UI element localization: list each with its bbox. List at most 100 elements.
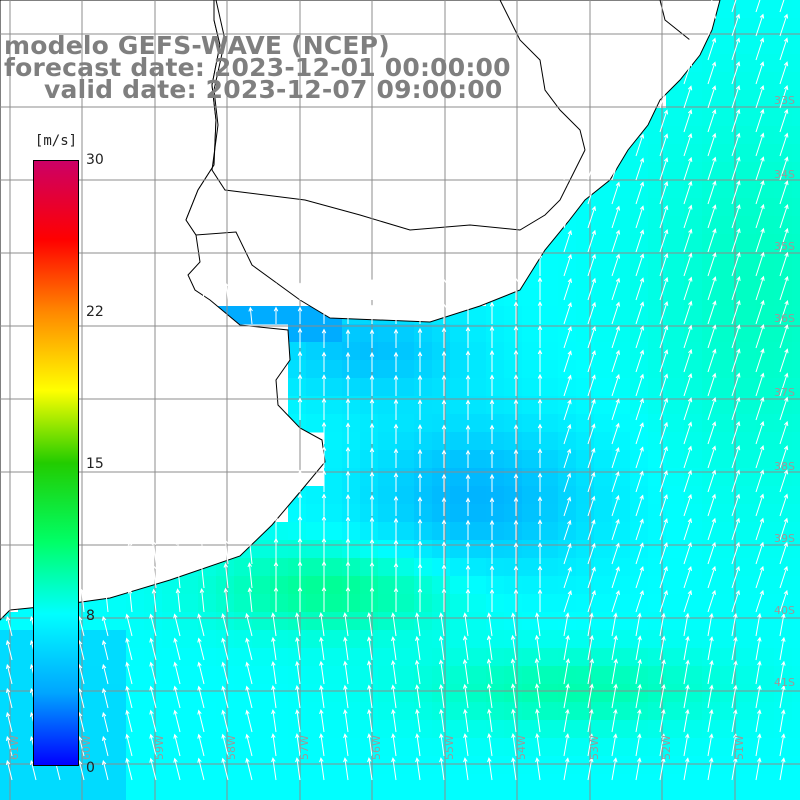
wind-arrow bbox=[5, 639, 13, 661]
wind-arrow bbox=[635, 373, 644, 397]
wind-arrow bbox=[779, 37, 789, 61]
wind-arrow bbox=[173, 613, 181, 637]
wind-arrow bbox=[245, 661, 253, 685]
wind-arrow bbox=[173, 637, 181, 661]
wind-arrow bbox=[175, 540, 181, 565]
wind-arrow bbox=[273, 586, 279, 612]
wind-arrow bbox=[587, 398, 596, 421]
wind-arrow bbox=[611, 658, 618, 685]
latitude-label: 39S bbox=[774, 532, 795, 545]
wind-arrow bbox=[101, 687, 109, 709]
wind-arrow bbox=[635, 708, 642, 733]
wind-arrow bbox=[245, 733, 253, 757]
wind-arrow bbox=[149, 661, 157, 685]
wind-arrow bbox=[369, 398, 375, 420]
wind-arrow bbox=[127, 588, 133, 613]
wind-arrow bbox=[707, 252, 717, 277]
wind-arrow bbox=[731, 612, 738, 637]
wind-arrow bbox=[393, 562, 399, 588]
wind-arrow bbox=[367, 684, 373, 709]
wind-arrow bbox=[683, 612, 690, 637]
wind-arrow bbox=[755, 61, 765, 85]
wind-arrow bbox=[587, 708, 594, 733]
wind-arrow bbox=[779, 324, 789, 349]
wind-arrow bbox=[731, 61, 741, 85]
wind-arrow bbox=[731, 372, 741, 397]
wind-arrow bbox=[731, 204, 741, 229]
wind-arrow bbox=[779, 203, 789, 229]
wind-arrow bbox=[465, 424, 471, 444]
wind-arrow bbox=[321, 537, 327, 564]
wind-arrow bbox=[417, 473, 423, 492]
wind-arrow bbox=[563, 472, 572, 493]
wind-arrow bbox=[513, 565, 519, 588]
longitude-label: 61W bbox=[8, 735, 21, 760]
wind-arrow bbox=[635, 205, 645, 229]
wind-arrow bbox=[755, 203, 765, 229]
wind-arrow bbox=[659, 228, 669, 253]
wind-arrow bbox=[345, 494, 351, 516]
longitude-label: 55W bbox=[443, 735, 456, 760]
wind-arrow bbox=[587, 471, 596, 493]
wind-arrow bbox=[245, 612, 253, 637]
wind-arrow bbox=[125, 661, 133, 685]
wind-arrow bbox=[731, 589, 740, 613]
wind-arrow bbox=[731, 396, 741, 421]
wind-arrow bbox=[707, 108, 717, 133]
wind-arrow bbox=[319, 660, 325, 685]
wind-arrow bbox=[537, 228, 543, 252]
wind-arrow bbox=[197, 661, 205, 685]
colorbar bbox=[33, 160, 79, 766]
wind-arrow bbox=[5, 711, 13, 733]
wind-arrow bbox=[197, 613, 205, 637]
wind-arrow bbox=[611, 542, 620, 565]
wind-arrow bbox=[611, 229, 621, 253]
wind-arrow bbox=[731, 251, 741, 277]
wind-arrow bbox=[683, 348, 693, 373]
colorbar-tick-0: 0 bbox=[86, 760, 95, 776]
wind-arrow bbox=[463, 757, 469, 781]
wind-arrow bbox=[755, 180, 765, 205]
wind-arrow bbox=[127, 540, 133, 565]
wind-arrow bbox=[659, 494, 668, 517]
wind-arrow bbox=[489, 301, 495, 324]
wind-arrow bbox=[683, 300, 693, 325]
wind-arrow bbox=[683, 276, 693, 301]
wind-arrow bbox=[779, 636, 786, 661]
wind-arrow bbox=[441, 350, 447, 372]
wind-arrow bbox=[223, 587, 229, 613]
wind-arrow bbox=[635, 494, 644, 517]
wind-arrow bbox=[417, 303, 423, 324]
wind-arrow bbox=[415, 635, 421, 661]
wind-arrow bbox=[707, 565, 716, 589]
wind-arrow bbox=[345, 398, 351, 420]
uruguay-border bbox=[211, 0, 586, 231]
wind-arrow bbox=[5, 615, 13, 637]
wind-arrow bbox=[173, 685, 181, 709]
wind-arrow bbox=[511, 708, 517, 733]
wind-arrow bbox=[755, 757, 762, 781]
wind-arrow bbox=[489, 565, 495, 588]
wind-arrow bbox=[587, 519, 596, 541]
wind-arrow bbox=[149, 685, 157, 709]
wind-arrow bbox=[343, 709, 349, 733]
wind-arrow bbox=[779, 660, 786, 685]
wind-arrows bbox=[5, 0, 789, 781]
wind-arrow bbox=[345, 422, 351, 444]
wind-arrow bbox=[587, 205, 596, 229]
wind-arrow bbox=[779, 517, 789, 541]
wind-arrow bbox=[221, 709, 229, 733]
wind-arrow bbox=[369, 494, 375, 516]
wind-arrow bbox=[563, 683, 570, 709]
wind-arrow bbox=[707, 541, 716, 565]
wind-arrow bbox=[513, 496, 519, 516]
wind-arrow bbox=[295, 612, 301, 637]
wind-arrow bbox=[611, 757, 618, 781]
wind-arrow bbox=[563, 658, 570, 685]
colorbar-unit: [m/s] bbox=[34, 133, 78, 149]
wind-arrow bbox=[321, 282, 327, 300]
wind-arrow bbox=[731, 37, 741, 61]
wind-arrow bbox=[659, 157, 669, 181]
wind-arrow bbox=[513, 588, 519, 612]
longitude-label: 56W bbox=[370, 735, 383, 760]
